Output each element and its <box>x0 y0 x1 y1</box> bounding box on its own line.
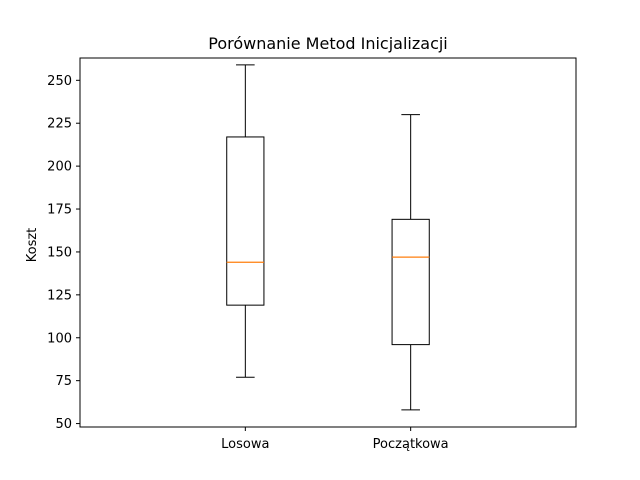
y-tick-label: 125 <box>47 288 72 303</box>
y-axis-label: Koszt <box>25 228 40 263</box>
y-tick-label: 150 <box>47 245 72 260</box>
boxplot-1 <box>391 114 430 411</box>
y-tick-label: 175 <box>47 203 72 218</box>
x-axis-ticks: Losowa Początkowa <box>221 427 449 452</box>
boxplot-0 <box>226 64 265 378</box>
iqr-box <box>226 136 265 306</box>
y-tick-label: 50 <box>55 417 72 432</box>
chart-title: Porównanie Metod Inicjalizacji <box>208 34 448 53</box>
y-tick-label: 100 <box>47 331 72 346</box>
plot-area-frame <box>79 57 577 428</box>
iqr-box <box>391 218 430 346</box>
y-tick-label: 200 <box>47 160 72 175</box>
y-tick-label: 250 <box>47 74 72 89</box>
y-axis-ticks: 50 75 100 125 150 175 200 225 250 <box>47 74 80 432</box>
y-tick-label: 75 <box>55 374 72 389</box>
x-tick-label: Losowa <box>221 437 269 452</box>
box-series <box>226 64 430 411</box>
y-tick-label: 225 <box>47 117 72 132</box>
x-tick-label: Początkowa <box>373 437 449 452</box>
